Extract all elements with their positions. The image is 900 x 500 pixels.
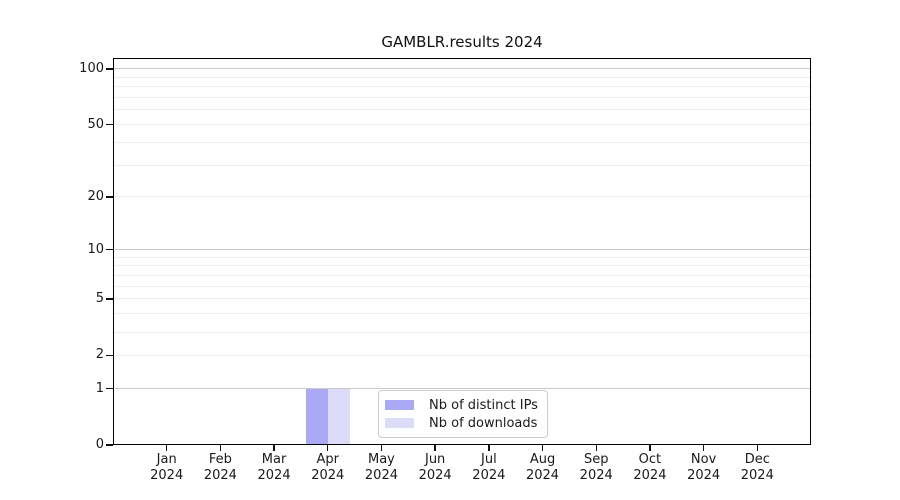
x-tick-year: 2024 [740,468,774,483]
x-tick-label-jun: Jun 2024 [407,452,463,484]
y-tick-label: 1 [95,380,104,396]
y-tick-label: 5 [95,290,104,306]
x-tick-label-jul: Jul 2024 [461,452,517,484]
x-tick-mark [165,445,168,451]
x-tick-label-sep: Sep 2024 [568,452,624,484]
x-tick-label-nov: Nov 2024 [676,452,732,484]
x-tick-month: Mar [261,452,287,467]
x-tick-mark [595,445,597,451]
x-tick-label-may: May 2024 [353,452,409,484]
x-tick-label-jan: Jan 2024 [139,452,195,484]
y-gridline-minor [113,265,811,267]
legend-swatch-nb-of-distinct-ips [385,400,414,410]
y-gridline-minor [113,256,811,258]
y-tick-mark [106,354,113,357]
x-tick-label-apr: Apr 2024 [300,452,356,484]
y-tick-mark [106,298,113,300]
x-tick-year: 2024 [579,468,613,483]
bar-nb-of-distinct-ips [305,388,328,445]
x-tick-year: 2024 [633,468,667,483]
y-tick-mark [106,387,113,390]
y-tick-label: 0 [95,437,104,452]
y-tick-label: 100 [79,60,104,76]
x-tick-year: 2024 [150,468,184,483]
y-tick-mark [106,196,113,198]
legend-label: Nb of downloads [429,415,538,431]
y-tick-label: 10 [87,241,104,257]
legend-entry: Nb of distinct IPs [385,396,539,414]
legend-entry: Nb of downloads [385,414,539,432]
x-tick-mark [380,445,383,451]
x-tick-month: Dec [744,452,770,467]
y-gridline-minor [113,196,811,198]
x-tick-month: Apr [316,452,340,467]
plot-area: Nb of distinct IPs Nb of downloads [113,58,811,445]
x-tick-year: 2024 [525,468,560,483]
y-gridline-major [113,249,811,251]
x-tick-mark [756,445,758,451]
y-tick-mark [106,123,113,126]
axes-frame [113,58,811,445]
x-tick-year: 2024 [472,468,506,483]
y-tick-label: 20 [87,188,104,204]
y-gridline-minor [113,86,811,88]
y-gridline-minor [113,164,811,166]
x-tick-label-dec: Dec 2024 [729,452,785,484]
bar-nb-of-downloads [327,388,350,445]
x-tick-mark [219,445,222,451]
x-tick-mark [702,445,705,451]
x-tick-year: 2024 [687,468,721,483]
x-tick-mark [488,445,490,451]
x-tick-month: Nov [690,452,717,467]
x-tick-mark [327,445,329,451]
y-gridline-minor [113,109,811,111]
y-gridline-minor [113,124,811,126]
x-tick-label-mar: Mar 2024 [246,452,302,484]
y-gridline-minor [113,285,811,287]
x-tick-year: 2024 [257,468,291,483]
y-gridline-minor [113,354,811,356]
x-tick-month: Sep [583,452,609,467]
y-gridline-major [113,388,811,389]
y-tick-mark [106,444,113,446]
y-gridline-minor [113,313,811,315]
chart-title: GAMBLR.results 2024 [381,33,543,51]
x-tick-label-oct: Oct 2024 [622,452,678,484]
x-tick-month: Feb [208,452,232,467]
x-tick-month: Oct [638,452,662,467]
y-gridline-major [113,68,811,70]
x-tick-month: Aug [529,452,556,467]
x-tick-mark [649,445,651,451]
x-tick-mark [273,445,275,451]
y-gridline-minor [113,275,811,277]
x-tick-year: 2024 [364,468,398,483]
legend-label: Nb of distinct IPs [429,397,538,413]
y-tick-label: 50 [87,116,104,132]
y-gridline-minor [113,298,811,300]
y-gridline-minor [113,97,811,99]
x-tick-year: 2024 [311,468,345,483]
x-tick-label-aug: Aug 2024 [515,452,571,484]
y-tick-mark [106,68,113,70]
x-tick-mark [541,445,544,451]
y-gridline-minor [113,141,811,143]
legend: Nb of distinct IPs Nb of downloads [378,390,548,438]
x-tick-year: 2024 [418,468,452,483]
x-tick-mark [434,445,436,451]
x-tick-month: Jun [424,452,446,467]
x-tick-year: 2024 [203,468,237,483]
y-gridline-minor [113,76,811,78]
y-gridline-minor [113,331,811,333]
x-tick-month: May [368,452,395,467]
x-tick-month: Jul [481,452,497,467]
legend-swatch-nb-of-downloads [385,418,414,428]
y-tick-mark [106,248,113,251]
y-tick-label: 2 [95,347,104,363]
x-tick-month: Jan [156,452,177,467]
x-tick-label-feb: Feb 2024 [192,452,248,484]
